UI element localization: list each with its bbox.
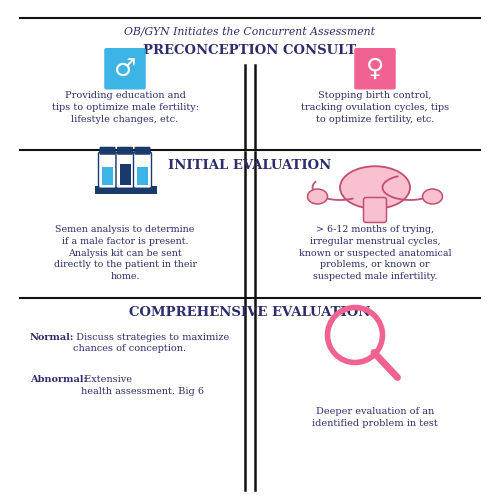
Text: ♀: ♀ bbox=[366, 57, 384, 81]
Text: INITIAL EVALUATION: INITIAL EVALUATION bbox=[168, 159, 332, 172]
Text: Normal:: Normal: bbox=[30, 332, 74, 342]
Text: PRECONCEPTION CONSULT: PRECONCEPTION CONSULT bbox=[144, 44, 356, 57]
FancyBboxPatch shape bbox=[117, 146, 133, 154]
FancyBboxPatch shape bbox=[104, 48, 146, 90]
FancyBboxPatch shape bbox=[134, 146, 150, 154]
FancyBboxPatch shape bbox=[354, 48, 396, 90]
Text: Abnormal:: Abnormal: bbox=[30, 375, 87, 384]
FancyBboxPatch shape bbox=[102, 167, 113, 184]
Text: > 6-12 months of trying,
irregular menstrual cycles,
known or suspected anatomic: > 6-12 months of trying, irregular menst… bbox=[298, 225, 452, 281]
Ellipse shape bbox=[340, 166, 410, 209]
FancyBboxPatch shape bbox=[364, 198, 386, 222]
Ellipse shape bbox=[422, 189, 442, 204]
Text: Deeper evaluation of an
identified problem in test: Deeper evaluation of an identified probl… bbox=[312, 408, 438, 428]
Text: ♂: ♂ bbox=[114, 57, 136, 81]
Text: COMPREHENSIVE EVALUATION: COMPREHENSIVE EVALUATION bbox=[130, 306, 370, 320]
Text: Semen analysis to determine
if a male factor is present.
Analysis kit can be sen: Semen analysis to determine if a male fa… bbox=[54, 225, 197, 281]
FancyBboxPatch shape bbox=[134, 152, 152, 188]
Text: Providing education and
tips to optimize male fertility:
lifestyle changes, etc.: Providing education and tips to optimize… bbox=[52, 92, 199, 124]
FancyBboxPatch shape bbox=[120, 164, 130, 184]
FancyBboxPatch shape bbox=[100, 146, 116, 154]
FancyBboxPatch shape bbox=[116, 152, 134, 188]
Text: OB/GYN Initiates the Concurrent Assessment: OB/GYN Initiates the Concurrent Assessme… bbox=[124, 26, 376, 36]
FancyBboxPatch shape bbox=[137, 167, 148, 184]
Text: Extensive
health assessment. Big 6: Extensive health assessment. Big 6 bbox=[82, 375, 204, 396]
Text: Stopping birth control,
tracking ovulation cycles, tips
to optimize fertility, e: Stopping birth control, tracking ovulati… bbox=[301, 92, 449, 124]
Text: Discuss strategies to maximize
chances of conception.: Discuss strategies to maximize chances o… bbox=[72, 332, 229, 353]
FancyBboxPatch shape bbox=[96, 186, 157, 194]
FancyBboxPatch shape bbox=[98, 152, 116, 188]
Ellipse shape bbox=[308, 189, 328, 204]
